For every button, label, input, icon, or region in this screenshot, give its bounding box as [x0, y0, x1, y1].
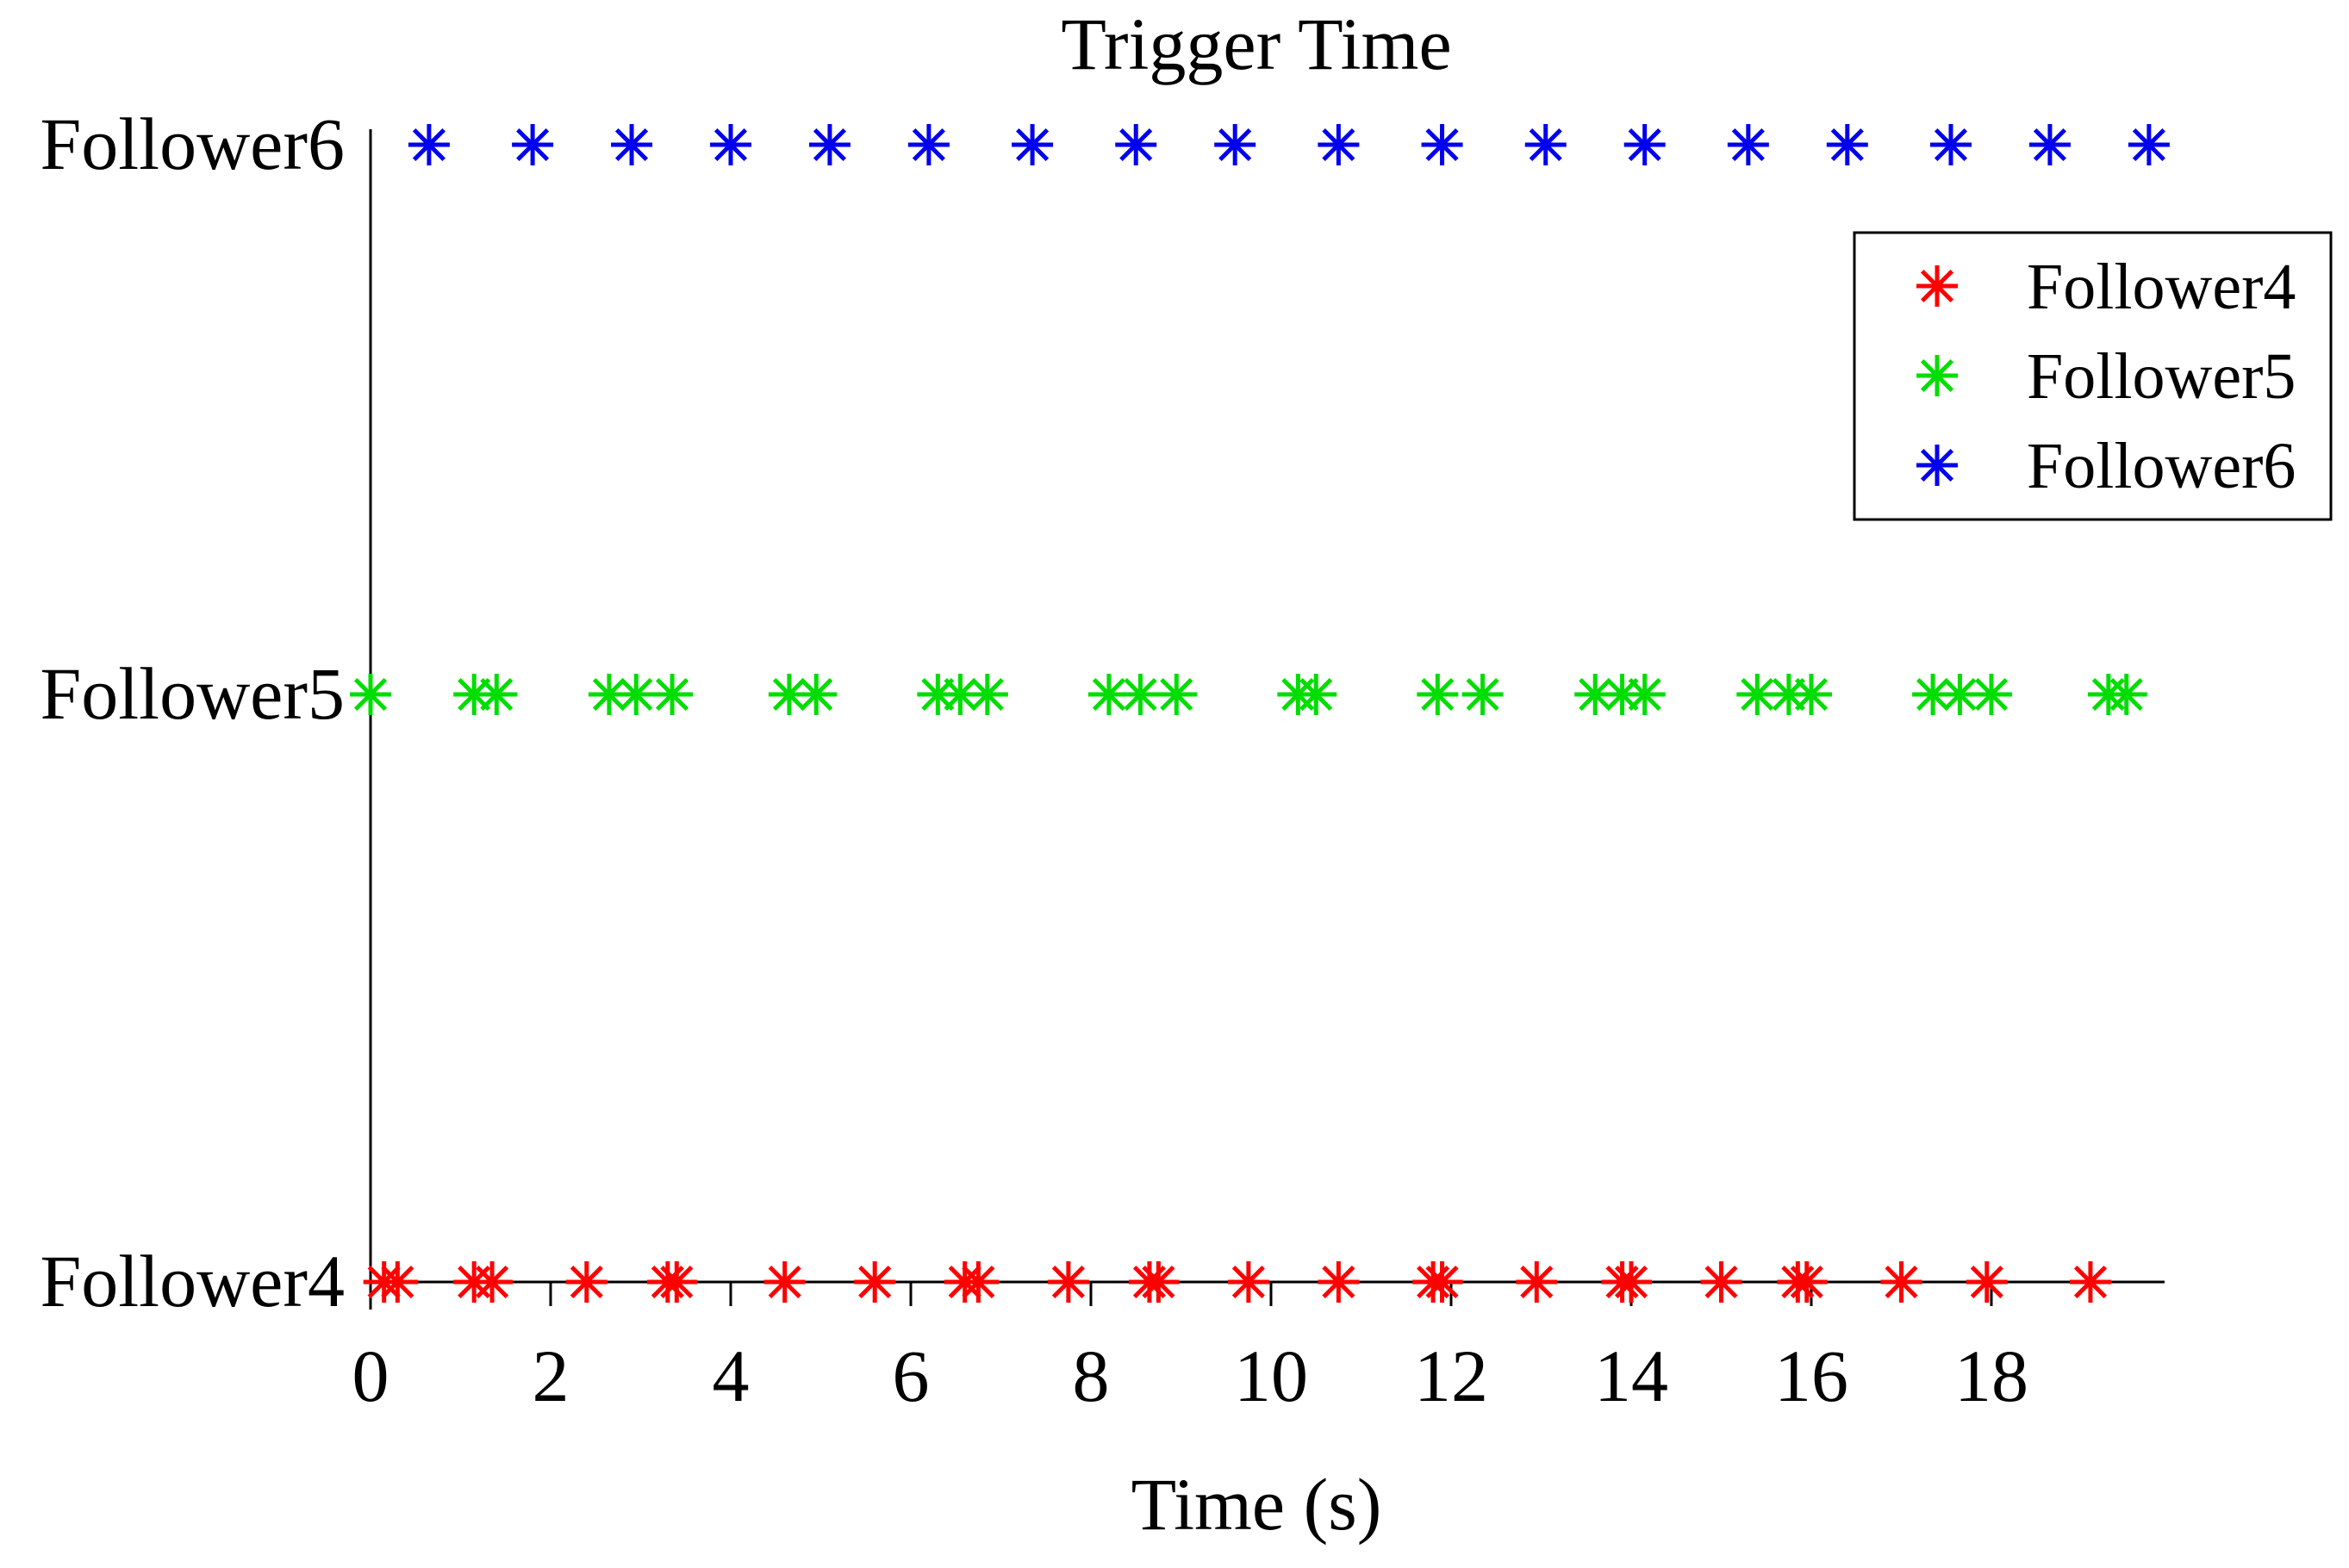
data-point-marker	[615, 674, 657, 715]
x-tick-label: 10	[1234, 1335, 1308, 1417]
data-point-marker	[476, 674, 518, 715]
x-tick-label: 14	[1594, 1335, 1668, 1417]
data-point-marker	[907, 124, 950, 165]
legend: Follower4 Follower5 Follower6	[1853, 231, 2333, 521]
series-follower5	[350, 674, 2147, 715]
data-point-marker	[1115, 124, 1157, 165]
data-point-marker	[1791, 674, 1832, 715]
data-point-marker	[1826, 124, 1868, 165]
data-point-marker	[1574, 674, 1617, 715]
data-point-marker	[1421, 124, 1463, 165]
legend-label: Follower5	[2027, 340, 2296, 413]
data-point-marker	[2069, 1261, 2111, 1303]
data-point-marker	[1417, 674, 1459, 715]
scatter-markers	[350, 124, 2170, 1303]
data-point-marker	[1421, 1261, 1463, 1303]
data-point-marker	[795, 674, 838, 715]
data-point-marker	[768, 674, 810, 715]
legend-marker	[1916, 265, 1958, 307]
x-tick-label: 18	[1954, 1335, 2028, 1417]
data-point-marker	[1318, 1261, 1360, 1303]
y-tick-label: Follower4	[40, 1240, 345, 1322]
data-point-marker	[1295, 674, 1337, 715]
data-point-marker	[1047, 1261, 1089, 1303]
data-point-marker	[2105, 674, 2147, 715]
data-point-marker	[1623, 674, 1666, 715]
data-point-marker	[808, 124, 850, 165]
data-point-marker	[763, 1261, 806, 1303]
data-point-marker	[611, 124, 653, 165]
data-point-marker	[2028, 124, 2071, 165]
data-point-marker	[1524, 124, 1567, 165]
legend-marker	[1916, 355, 1958, 396]
series-follower4	[363, 1261, 2111, 1303]
data-point-marker	[2128, 124, 2170, 165]
data-point-marker	[350, 674, 391, 715]
data-point-marker	[1119, 674, 1162, 715]
data-point-marker	[512, 124, 554, 165]
data-point-marker	[1516, 1261, 1558, 1303]
x-tick-label: 16	[1774, 1335, 1848, 1417]
legend-marker	[1916, 445, 1958, 486]
data-point-marker	[1156, 674, 1198, 715]
data-point-marker	[565, 1261, 608, 1303]
data-point-marker	[651, 674, 694, 715]
data-point-marker	[1929, 124, 1972, 165]
chart-title: Trigger Time	[1061, 3, 1451, 85]
x-tick-label: 4	[713, 1335, 750, 1417]
data-point-marker	[588, 674, 630, 715]
data-point-marker	[1137, 1261, 1180, 1303]
data-point-marker	[408, 124, 450, 165]
y-tick-label: Follower5	[40, 652, 345, 735]
data-point-marker	[957, 1261, 1000, 1303]
data-point-marker	[966, 674, 1008, 715]
data-point-marker	[1939, 674, 1981, 715]
y-tick-labels: Follower4 Follower5 Follower6	[40, 103, 345, 1322]
data-point-marker	[1971, 674, 2012, 715]
data-point-marker	[1623, 124, 1666, 165]
legend-label: Follower6	[2027, 430, 2296, 502]
data-point-marker	[1461, 674, 1504, 715]
data-point-marker	[1912, 674, 1954, 715]
data-point-marker	[471, 1261, 514, 1303]
data-point-marker	[1700, 1261, 1742, 1303]
x-axis-label: Time (s)	[1131, 1463, 1382, 1546]
data-point-marker	[1214, 124, 1256, 165]
data-point-marker	[854, 1261, 896, 1303]
data-point-marker	[1012, 124, 1054, 165]
x-tick-label: 0	[352, 1335, 389, 1417]
data-point-marker	[1966, 1261, 2008, 1303]
x-tick-label: 8	[1073, 1335, 1110, 1417]
data-point-marker	[1611, 1261, 1652, 1303]
data-point-marker	[377, 1261, 419, 1303]
data-point-marker	[710, 124, 751, 165]
x-tick-label: 6	[893, 1335, 930, 1417]
legend-label: Follower4	[2027, 251, 2296, 323]
x-ticks: 0 2 4 6 8 10 12 14 16 18	[352, 1282, 2028, 1417]
y-tick-label: Follower6	[40, 103, 345, 185]
data-point-marker	[1318, 124, 1360, 165]
data-point-marker	[656, 1261, 698, 1303]
series-follower6	[408, 124, 2170, 165]
x-tick-label: 12	[1414, 1335, 1488, 1417]
data-point-marker	[1785, 1261, 1828, 1303]
data-point-marker	[1727, 124, 1769, 165]
x-tick-label: 2	[533, 1335, 570, 1417]
data-point-marker	[1227, 1261, 1269, 1303]
data-point-marker	[1880, 1261, 1922, 1303]
